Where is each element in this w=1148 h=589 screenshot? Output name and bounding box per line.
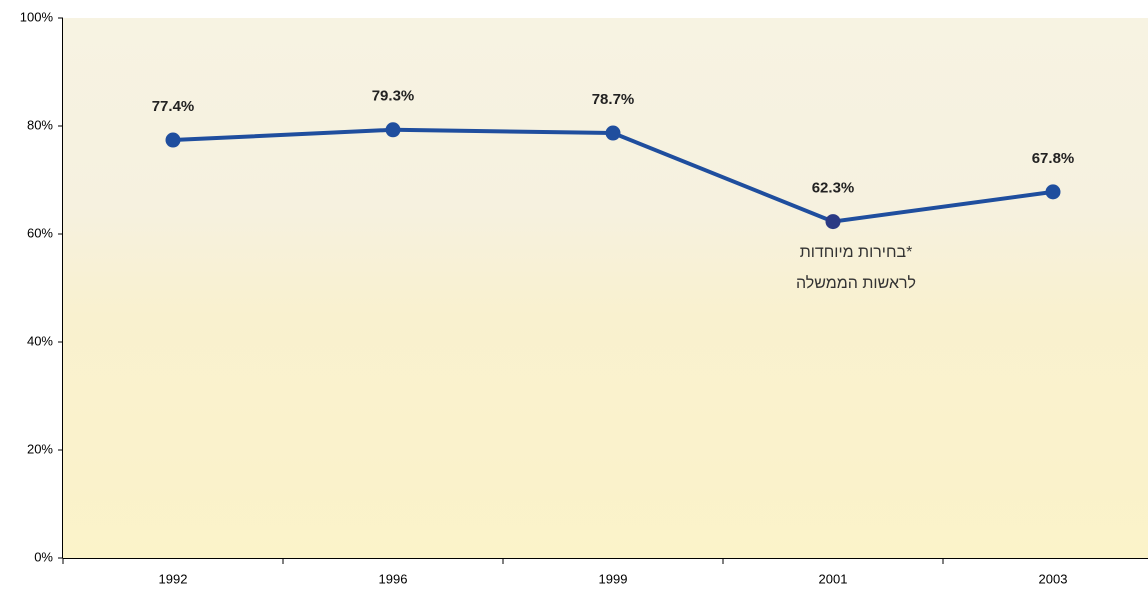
annotation: לראשות הממשלה xyxy=(796,274,916,292)
y-tick-label: 100% xyxy=(20,9,54,24)
point xyxy=(165,132,181,148)
x-tick-label: 2001 xyxy=(819,571,848,586)
x-tick-label: 1999 xyxy=(599,571,628,586)
x-tick-label: 1992 xyxy=(159,571,188,586)
point xyxy=(1045,184,1061,200)
y-tick-label: 0% xyxy=(34,549,53,564)
y-tick-label: 80% xyxy=(27,117,53,132)
point xyxy=(385,122,401,138)
value-label: 67.8% xyxy=(1032,150,1075,167)
y-tick-label: 60% xyxy=(27,225,53,240)
value-label: 62.3% xyxy=(812,180,855,197)
value-label: 77.4% xyxy=(152,98,195,115)
point xyxy=(825,214,841,230)
plot-background xyxy=(63,18,1148,558)
annotation: *בחירות מיוחדות xyxy=(800,244,913,261)
value-label: 78.7% xyxy=(592,91,635,108)
y-tick-label: 40% xyxy=(27,333,53,348)
value-label: 79.3% xyxy=(372,88,415,105)
x-tick-label: 1996 xyxy=(379,571,408,586)
x-tick-label: 2003 xyxy=(1039,571,1068,586)
y-tick-label: 20% xyxy=(27,441,53,456)
point xyxy=(605,125,621,141)
